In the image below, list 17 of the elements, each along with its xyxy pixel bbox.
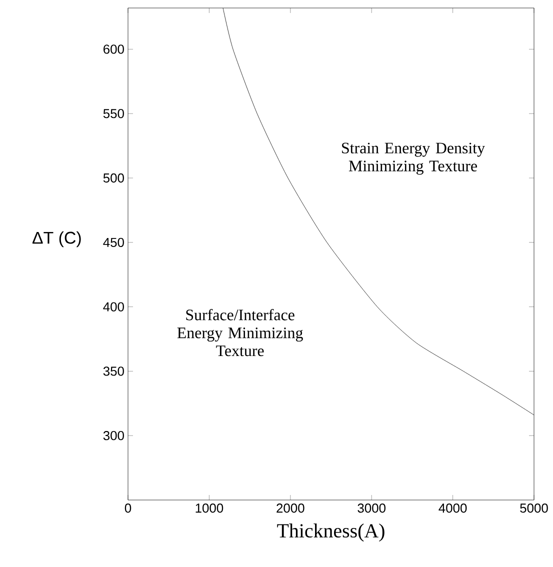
x-tick-label: 0 <box>124 504 132 513</box>
y-tick-label: 300 <box>103 431 124 440</box>
y-tick-label: 400 <box>103 302 124 312</box>
y-axis-title: ΔT (C) <box>32 231 81 248</box>
y-tick-label: 350 <box>103 366 124 376</box>
y-tick-label: 550 <box>103 109 124 118</box>
annotation: Strain Energy Density Minimizing Texture <box>342 142 485 175</box>
x-axis-title: Thickness(A) <box>277 524 384 542</box>
x-tick-label: 4000 <box>438 504 467 513</box>
y-tick-label: 600 <box>104 44 124 54</box>
x-tick-label: 1000 <box>196 504 224 513</box>
y-tick-label: 450 <box>103 238 124 247</box>
annotation: Surface/Interface Energy Minimizing Texture <box>177 308 303 356</box>
x-tick-label: 5000 <box>520 504 548 513</box>
x-tick-label: 2000 <box>276 504 304 513</box>
y-tick-label: 500 <box>103 173 124 183</box>
x-tick-label: 3000 <box>358 504 386 513</box>
